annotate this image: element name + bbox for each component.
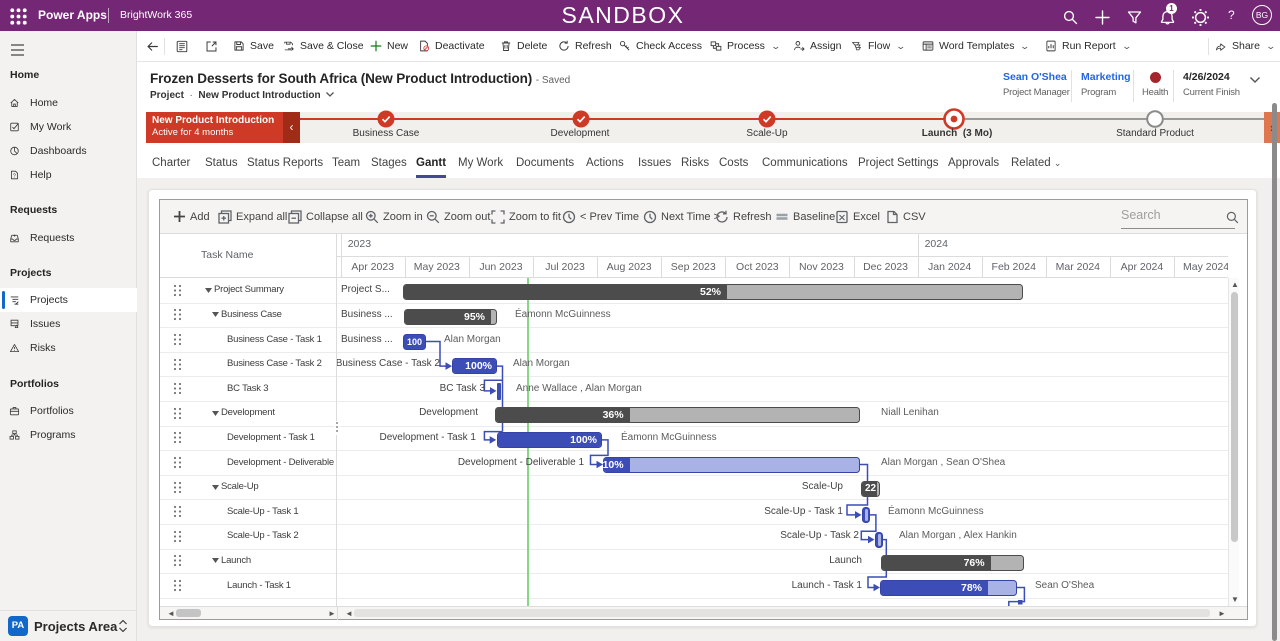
svg-text:?: ? [13,173,16,179]
